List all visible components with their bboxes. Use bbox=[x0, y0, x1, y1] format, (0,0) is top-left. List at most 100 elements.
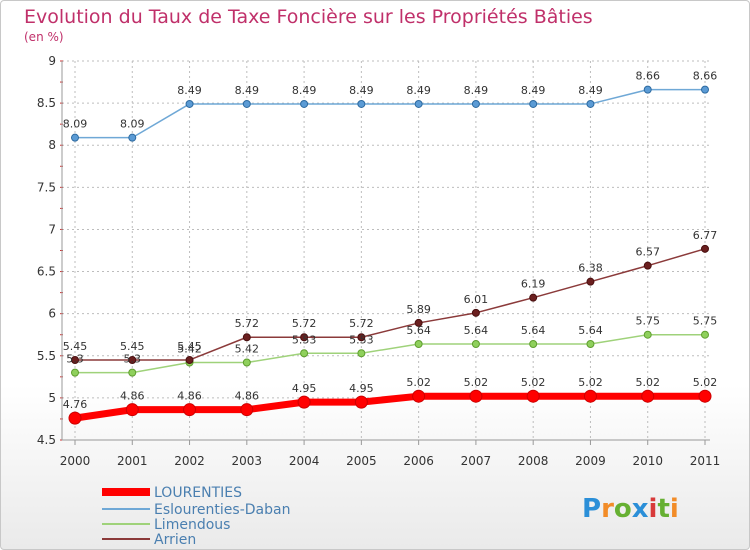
data-point bbox=[183, 403, 197, 417]
data-point bbox=[529, 339, 538, 348]
data-point bbox=[586, 339, 595, 348]
data-label: 8.49 bbox=[349, 84, 374, 97]
data-point bbox=[701, 330, 709, 339]
data-point bbox=[529, 293, 538, 302]
data-point bbox=[414, 318, 423, 327]
y-tick-label: 7.5 bbox=[37, 180, 56, 194]
logo-letter: x bbox=[632, 494, 649, 524]
data-label: 6.19 bbox=[521, 278, 546, 291]
logo-letter: r bbox=[601, 494, 614, 524]
data-point bbox=[125, 403, 139, 417]
legend-label: Limendous bbox=[154, 517, 230, 533]
data-label: 8.66 bbox=[635, 70, 660, 83]
series-line-2 bbox=[75, 333, 705, 374]
logo-letter: P bbox=[582, 494, 601, 524]
data-point bbox=[471, 308, 480, 317]
data-label: 8.49 bbox=[464, 84, 489, 97]
data-point bbox=[526, 389, 540, 403]
data-point bbox=[71, 133, 79, 142]
series bbox=[68, 85, 712, 425]
data-label: 5.75 bbox=[693, 315, 718, 328]
data-label: 5.72 bbox=[349, 317, 374, 330]
x-tick-label: 2004 bbox=[289, 454, 320, 468]
data-label: 4.86 bbox=[120, 390, 145, 403]
series-line-0 bbox=[74, 392, 705, 422]
data-point bbox=[701, 244, 709, 253]
data-label: 5.3 bbox=[66, 353, 84, 366]
data-label: 5.02 bbox=[406, 376, 431, 389]
data-point bbox=[469, 389, 483, 403]
x-tick-label: 2010 bbox=[632, 454, 663, 468]
x-tick-label: 2003 bbox=[232, 454, 263, 468]
data-point bbox=[357, 349, 366, 358]
data-point bbox=[185, 355, 194, 364]
data-label: 8.49 bbox=[292, 84, 317, 97]
data-label: 5.45 bbox=[63, 340, 88, 353]
x-tick-label: 2001 bbox=[117, 454, 148, 468]
data-point bbox=[643, 261, 652, 270]
data-point bbox=[357, 333, 366, 342]
data-label: 5.02 bbox=[578, 376, 603, 389]
data-label: 4.76 bbox=[63, 398, 88, 411]
data-label: 6.38 bbox=[578, 262, 603, 275]
y-tick-label: 6 bbox=[48, 307, 56, 321]
x-tick-label: 2008 bbox=[518, 454, 549, 468]
data-label: 5.02 bbox=[521, 376, 546, 389]
data-point bbox=[300, 99, 309, 108]
legend-label: Arrien bbox=[154, 532, 196, 548]
data-point bbox=[643, 330, 652, 339]
data-label: 5.02 bbox=[635, 376, 660, 389]
data-label: 5.72 bbox=[235, 317, 260, 330]
y-tick-label: 9 bbox=[48, 54, 56, 68]
data-point bbox=[300, 349, 309, 358]
data-point bbox=[641, 389, 655, 403]
data-label: 6.57 bbox=[635, 246, 660, 259]
logo-letter: t bbox=[657, 494, 669, 524]
data-point bbox=[471, 99, 480, 108]
data-point bbox=[128, 368, 137, 377]
data-label: 5.72 bbox=[292, 317, 317, 330]
data-label: 6.01 bbox=[464, 293, 489, 306]
data-point bbox=[586, 99, 595, 108]
data-label: 8.09 bbox=[63, 118, 88, 131]
data-point bbox=[300, 333, 309, 342]
data-label: 5.64 bbox=[578, 324, 603, 337]
data-point bbox=[586, 277, 595, 286]
data-label: 8.09 bbox=[120, 118, 145, 131]
y-tick-label: 5.5 bbox=[37, 349, 56, 363]
legend-label: Eslourenties-Daban bbox=[154, 502, 290, 518]
data-label: 8.49 bbox=[235, 84, 260, 97]
data-point bbox=[297, 395, 311, 409]
data-point bbox=[412, 389, 426, 403]
data-label: 5.42 bbox=[235, 343, 260, 356]
x-tick-label: 2009 bbox=[575, 454, 606, 468]
data-point bbox=[242, 358, 251, 367]
data-point bbox=[471, 339, 480, 348]
data-point bbox=[698, 389, 712, 403]
data-point bbox=[357, 99, 366, 108]
data-label: 5.42 bbox=[177, 343, 202, 356]
data-labels: 8.09 8.09 8.49 8.49 8.49 8.49 8.49 8.49 8.49 8.49… bbox=[63, 70, 718, 411]
data-label: 4.86 bbox=[177, 390, 202, 403]
data-point bbox=[701, 85, 709, 94]
data-label: 8.66 bbox=[693, 70, 718, 83]
data-point bbox=[583, 389, 597, 403]
chart-subtitle: (en %) bbox=[24, 30, 64, 44]
x-tick-label: 2005 bbox=[346, 454, 377, 468]
data-label: 5.02 bbox=[693, 376, 718, 389]
data-point bbox=[128, 355, 137, 364]
data-point bbox=[242, 99, 251, 108]
x-tick-label: 2000 bbox=[60, 454, 91, 468]
series-line-3 bbox=[75, 248, 706, 361]
data-label: 4.95 bbox=[349, 382, 374, 395]
data-point bbox=[354, 395, 368, 409]
x-tick-label: 2006 bbox=[403, 454, 434, 468]
data-point bbox=[240, 403, 254, 417]
data-label: 5.64 bbox=[464, 324, 489, 337]
data-label: 5.45 bbox=[120, 340, 145, 353]
x-tick-label: 2007 bbox=[461, 454, 492, 468]
data-label: 5.64 bbox=[521, 324, 546, 337]
